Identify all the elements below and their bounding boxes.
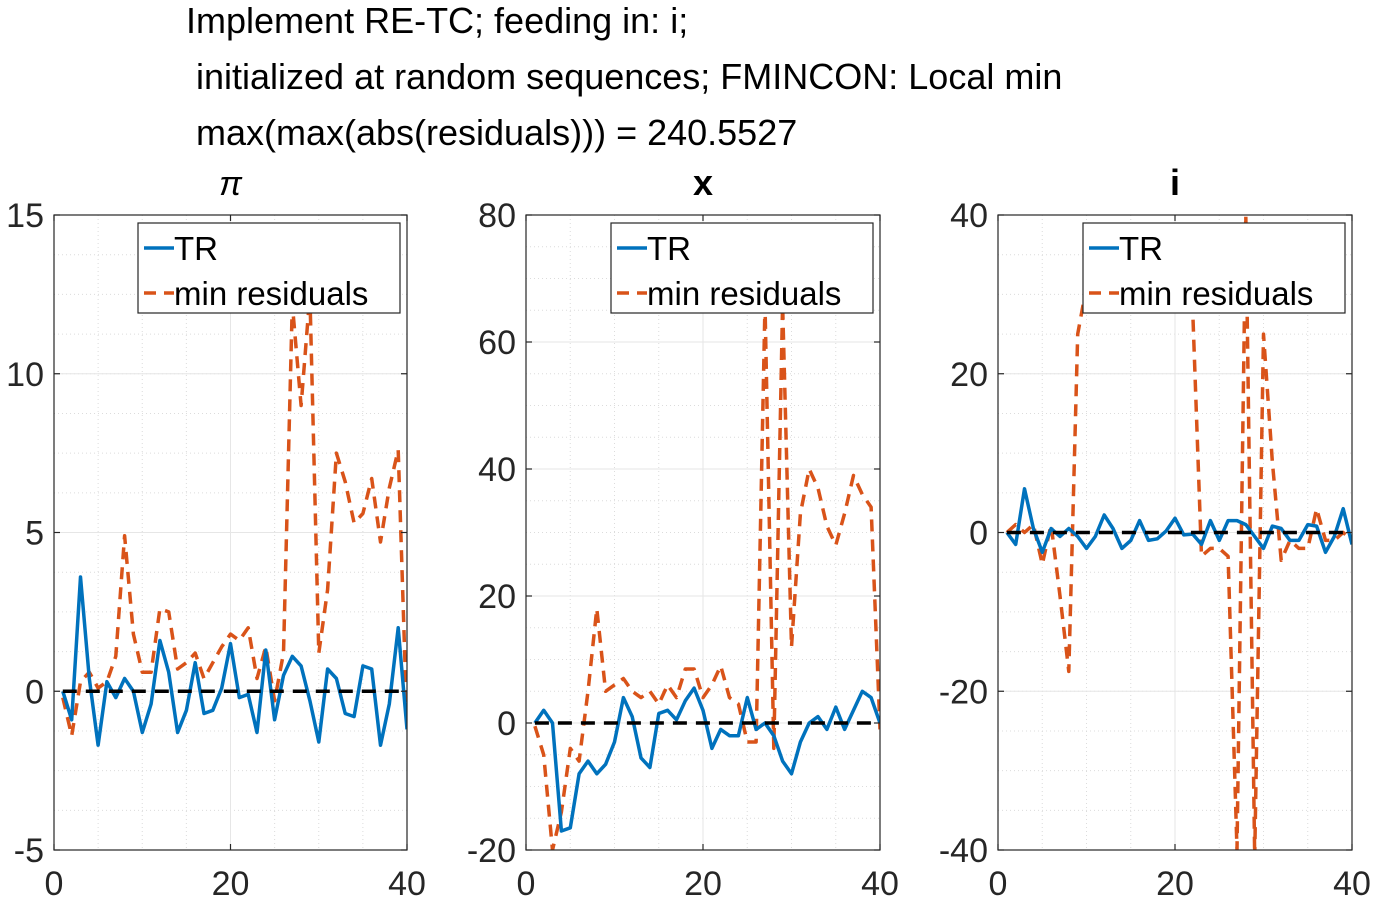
figure-title-line-3: max(max(abs(residuals))) = 240.5527 <box>186 112 798 153</box>
x-tick-label: 40 <box>861 865 899 902</box>
y-tick-label: 0 <box>497 705 516 743</box>
legend-box <box>610 222 874 314</box>
y-tick-label: 60 <box>478 324 516 362</box>
plot-area <box>61 292 407 747</box>
y-tick-label: 10 <box>6 356 44 394</box>
x-tick-label: 40 <box>388 865 426 902</box>
y-tick-label: -20 <box>467 832 516 870</box>
y-tick-label: 80 <box>478 197 516 235</box>
legend-label-tr: TR <box>174 230 218 267</box>
series-line-tr <box>61 575 407 747</box>
legend-label-min-residuals: min residuals <box>647 275 841 312</box>
legend-label-min-residuals: min residuals <box>174 275 368 312</box>
x-tick-label: 0 <box>989 865 1008 902</box>
y-tick-label: -5 <box>14 832 44 870</box>
axes-title: π <box>219 165 243 203</box>
series-line-min-residuals <box>61 292 407 738</box>
y-tick-label: 40 <box>950 197 988 235</box>
y-tick-label: 5 <box>25 515 44 553</box>
axes-3: 0 20 40 -40 -20 0 20 40 iTR min residuals <box>939 162 1371 902</box>
y-tick-label: 15 <box>6 197 44 235</box>
series-line-tr <box>533 686 880 833</box>
y-tick-label: 0 <box>969 515 988 553</box>
legend-label-min-residuals: min residuals <box>1119 275 1313 312</box>
y-tick-label: -40 <box>939 832 988 870</box>
legend-box <box>137 222 401 314</box>
x-tick-label: 20 <box>212 865 250 902</box>
legend-box <box>1082 222 1346 314</box>
x-tick-label: 0 <box>45 865 64 902</box>
series-line-tr <box>1005 487 1352 555</box>
y-tick-label: -20 <box>939 673 988 711</box>
figure-title-line-1: Implement RE-TC; feeding in: i; <box>186 0 689 41</box>
y-tick-label: 0 <box>25 673 44 711</box>
plot-area <box>1005 215 1352 850</box>
legend-label-tr: TR <box>647 230 691 267</box>
axes-title: i <box>1170 162 1180 203</box>
x-tick-label: 0 <box>517 865 536 902</box>
axes-title: x <box>693 162 713 203</box>
legend-label-tr: TR <box>1119 230 1163 267</box>
series-line-min-residuals <box>533 302 880 850</box>
plot-area <box>533 302 880 850</box>
x-tick-label: 40 <box>1333 865 1371 902</box>
series-line-min-residuals <box>1005 215 1352 850</box>
x-tick-label: 20 <box>1156 865 1194 902</box>
y-tick-label: 20 <box>478 578 516 616</box>
figure-title-line-2: initialized at random sequences; FMINCON… <box>186 56 1063 97</box>
y-tick-label: 40 <box>478 451 516 489</box>
x-tick-label: 20 <box>684 865 722 902</box>
y-tick-label: 20 <box>950 356 988 394</box>
